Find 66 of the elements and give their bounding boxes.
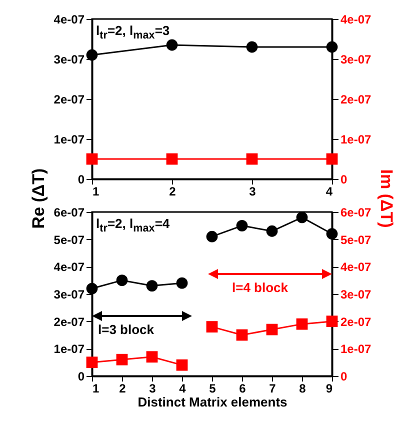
point xyxy=(246,41,258,53)
y-tick-label: 0 xyxy=(78,172,85,186)
y-axis-title: Re (ΔT) xyxy=(28,168,48,229)
point xyxy=(146,351,158,363)
y-tick-label: 1e-07 xyxy=(54,342,85,356)
x-tick-label: 6 xyxy=(239,382,246,396)
point xyxy=(326,228,338,240)
x-tick-label: 5 xyxy=(209,382,216,396)
y2-tick-label: 2e-07 xyxy=(340,92,372,106)
x-tick-label: 2 xyxy=(119,382,126,396)
x-tick-label: 3 xyxy=(149,382,156,396)
y2-tick-label: 3e-07 xyxy=(340,52,372,66)
point xyxy=(206,321,218,332)
y-tick-label: 2e-07 xyxy=(54,314,85,329)
point xyxy=(146,280,158,292)
y-tick-label: 1e-07 xyxy=(54,132,85,146)
y2-tick-label: 3e-07 xyxy=(340,288,372,302)
point xyxy=(176,359,188,371)
point xyxy=(86,356,98,368)
y-tick-label: 0 xyxy=(78,370,85,384)
point xyxy=(176,277,188,289)
point xyxy=(206,230,218,242)
annotation: l$_{tr}$=2, l$_{max}$=3 xyxy=(96,23,170,42)
y2-tick-label: 5e-07 xyxy=(340,232,372,247)
x-tick-label: 2 xyxy=(169,184,176,198)
x-tick-label: 1 xyxy=(92,184,100,198)
point xyxy=(86,282,98,294)
y2-axis-title: Im (ΔT) xyxy=(377,169,396,228)
y2-tick-label: 4e-07 xyxy=(340,12,372,26)
y2-tick-label: 1e-07 xyxy=(340,342,372,356)
point xyxy=(166,39,178,51)
x-axis-title: Distinct Matrix elements xyxy=(138,394,288,410)
point xyxy=(236,220,248,232)
y-tick-label: 3e-07 xyxy=(54,288,85,302)
y2-tick-label: 2e-07 xyxy=(340,314,372,329)
y2-tick-label: 6e-07 xyxy=(340,206,372,220)
point xyxy=(326,41,338,53)
y-tick-label: 3e-07 xyxy=(54,52,85,66)
y-tick-label: 6e-07 xyxy=(54,206,85,220)
point xyxy=(86,49,98,61)
y2-tick-label: 0 xyxy=(340,370,348,384)
annotation: l=3 block xyxy=(98,322,154,337)
x-tick-label: 1 xyxy=(92,382,100,396)
x-tick-label: 4 xyxy=(326,184,333,198)
point xyxy=(116,354,128,366)
point xyxy=(266,324,278,336)
point xyxy=(116,274,128,286)
y-tick-label: 4e-07 xyxy=(54,12,85,26)
y2-tick-label: 1e-07 xyxy=(340,132,372,146)
y2-tick-label: 0 xyxy=(340,172,348,186)
x-tick-label: 3 xyxy=(249,184,256,198)
point xyxy=(296,318,308,330)
y-tick-label: 5e-07 xyxy=(54,232,85,247)
point xyxy=(296,212,308,224)
y-tick-label: 4e-07 xyxy=(54,260,85,274)
point xyxy=(326,316,338,328)
annotation: l$_{tr}$=2, l$_{max}$=4 xyxy=(96,216,170,235)
point xyxy=(236,329,248,341)
x-tick-label: 4 xyxy=(179,382,186,396)
x-tick-label: 7 xyxy=(269,382,276,396)
x-tick-label: 8 xyxy=(299,382,306,396)
point xyxy=(266,225,278,237)
annotation: l=4 block xyxy=(232,280,288,295)
x-tick-label: 9 xyxy=(326,382,333,396)
y-tick-label: 2e-07 xyxy=(54,92,85,106)
y2-tick-label: 4e-07 xyxy=(340,260,372,274)
